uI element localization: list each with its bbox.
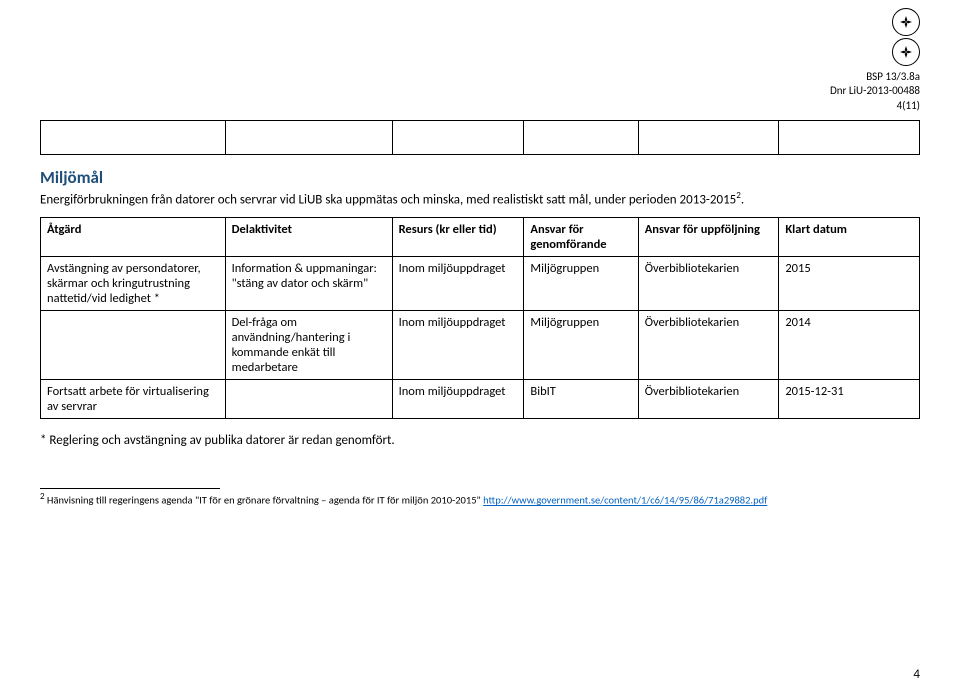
page-of-total: 4(11) [830,99,920,113]
cell-klart: 2015-12-31 [779,380,920,419]
empty-header-table [40,120,920,155]
cell-atgard: Avstängning av persondatorer, skärmar oc… [41,257,226,311]
cell-ansvar-uppf: Överbibliotekarien [638,380,779,419]
cell-resurs: Inom miljöuppdraget [392,380,524,419]
cell-ansvar-uppf: Överbibliotekarien [638,257,779,311]
cell-resurs: Inom miljöuppdraget [392,257,524,311]
footnote-text: Hänvisning till regeringens agenda "IT f… [45,494,484,507]
document-header: BSP 13/3.8a Dnr LiU-2013-00488 4(11) [830,8,920,113]
cell-delaktivitet: Information & uppmaningar: "stäng av dat… [225,257,392,311]
university-seal-icon [892,8,920,36]
section-title: Miljömål [40,167,920,188]
section-desc-end: . [741,192,744,207]
cell-ansvar-uppf: Överbibliotekarien [638,311,779,380]
section-desc-text: Energiförbrukningen från datorer och ser… [40,192,736,207]
col-header-atgard: Åtgärd [41,218,226,257]
col-header-ansvar-uppf: Ansvar för uppföljning [638,218,779,257]
col-header-ansvar-genom: Ansvar för genomförande [524,218,638,257]
actions-table: Åtgärd Delaktivitet Resurs (kr eller tid… [40,217,920,419]
doc-ref-line1: BSP 13/3.8a [830,70,920,84]
col-header-delaktivitet: Delaktivitet [225,218,392,257]
cell-ansvar-genom: Miljögruppen [524,311,638,380]
cell-resurs: Inom miljöuppdraget [392,311,524,380]
section-description: Energiförbrukningen från datorer och ser… [40,190,920,207]
footnote: 2 Hänvisning till regeringens agenda "IT… [40,491,920,507]
logo-stack [830,8,920,66]
footnote-link[interactable]: http://www.government.se/content/1/c6/14… [483,494,767,507]
table-row: Fortsatt arbete för virtualisering av se… [41,380,920,419]
cell-ansvar-genom: Miljögruppen [524,257,638,311]
cell-klart: 2015 [779,257,920,311]
university-seal-icon [892,38,920,66]
doc-ref-line2: Dnr LiU-2013-00488 [830,84,920,98]
table-row: Avstängning av persondatorer, skärmar oc… [41,257,920,311]
page-number: 4 [913,667,920,682]
footnote-separator [40,488,220,489]
cell-atgard [41,311,226,380]
col-header-klart: Klart datum [779,218,920,257]
cell-klart: 2014 [779,311,920,380]
cell-delaktivitet: Del-fråga om användning/hantering i komm… [225,311,392,380]
table-header-row: Åtgärd Delaktivitet Resurs (kr eller tid… [41,218,920,257]
table-row: Del-fråga om användning/hantering i komm… [41,311,920,380]
col-header-resurs: Resurs (kr eller tid) [392,218,524,257]
table-note: * Reglering och avstängning av publika d… [40,433,920,448]
cell-atgard: Fortsatt arbete för virtualisering av se… [41,380,226,419]
cell-delaktivitet [225,380,392,419]
cell-ansvar-genom: BibIT [524,380,638,419]
